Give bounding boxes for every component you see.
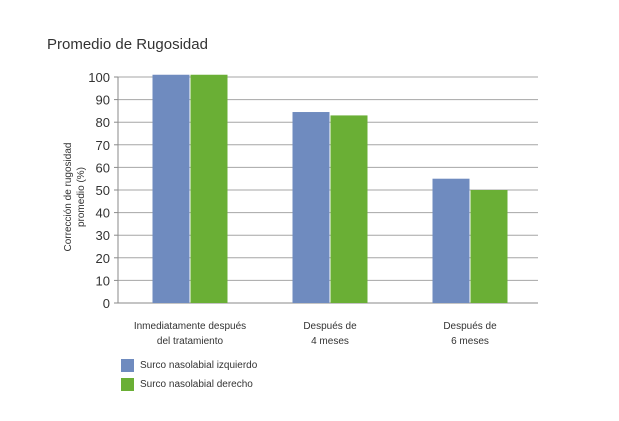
legend-swatch-right bbox=[121, 377, 134, 391]
legend-item-left: Surco nasolabial izquierdo bbox=[121, 358, 257, 372]
bar-left-1 bbox=[292, 112, 330, 303]
y-tick-label-80: 80 bbox=[96, 115, 110, 130]
x-tick-label-1-line-2: 4 meses bbox=[311, 336, 349, 347]
bar-left-2 bbox=[432, 178, 470, 303]
y-tick-label-10: 10 bbox=[96, 273, 110, 288]
chart-title: Promedio de Rugosidad bbox=[47, 36, 208, 53]
legend-label-left: Surco nasolabial izquierdo bbox=[140, 359, 258, 371]
legend-item-right: Surco nasolabial derecho bbox=[121, 377, 257, 391]
legend-label-right: Surco nasolabial derecho bbox=[140, 378, 253, 390]
legend: Surco nasolabial izquierdo Surco nasolab… bbox=[121, 358, 257, 396]
x-tick-label-0-line-1: Inmediatamente después bbox=[134, 321, 246, 332]
y-tick-label-40: 40 bbox=[96, 206, 110, 221]
x-tick-label-2-line-2: 6 meses bbox=[451, 336, 489, 347]
legend-swatch-left bbox=[121, 358, 134, 372]
y-tick-label-20: 20 bbox=[96, 251, 110, 266]
bar-right-0 bbox=[190, 74, 228, 304]
y-tick-label-70: 70 bbox=[96, 138, 110, 153]
y-tick-label-100: 100 bbox=[88, 70, 110, 85]
y-tick-label-30: 30 bbox=[96, 228, 110, 243]
y-tick-label-90: 90 bbox=[96, 93, 110, 108]
bar-right-2 bbox=[470, 190, 508, 303]
y-tick-label-0: 0 bbox=[103, 296, 110, 311]
bar-right-1 bbox=[330, 115, 368, 303]
bar-left-0 bbox=[152, 74, 190, 304]
x-tick-label-2-line-1: Después de bbox=[443, 321, 497, 332]
y-tick-label-60: 60 bbox=[96, 160, 110, 175]
x-tick-label-1-line-1: Después de bbox=[303, 321, 357, 332]
x-tick-label-0-line-2: del tratamiento bbox=[157, 336, 224, 347]
y-tick-label-50: 50 bbox=[96, 183, 110, 198]
